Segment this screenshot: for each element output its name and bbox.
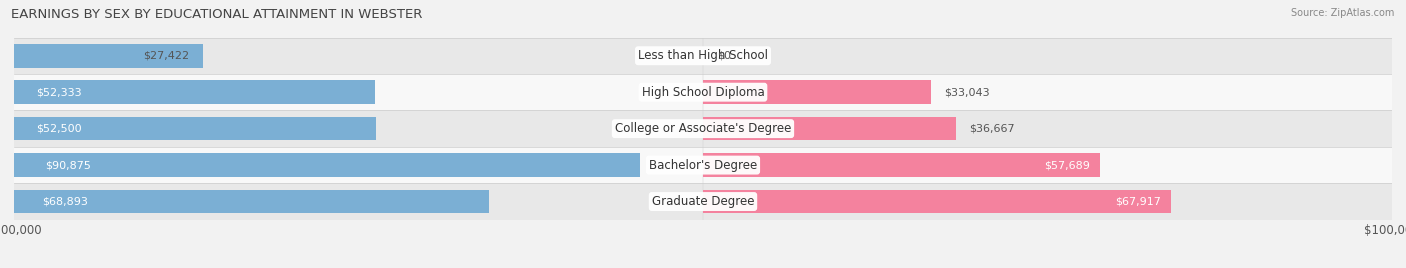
Bar: [703, 80, 931, 104]
Text: College or Associate's Degree: College or Associate's Degree: [614, 122, 792, 135]
Text: $0: $0: [717, 51, 731, 61]
Text: $33,043: $33,043: [945, 87, 990, 97]
Text: $52,333: $52,333: [35, 87, 82, 97]
Text: $90,875: $90,875: [45, 160, 91, 170]
Text: EARNINGS BY SEX BY EDUCATIONAL ATTAINMENT IN WEBSTER: EARNINGS BY SEX BY EDUCATIONAL ATTAINMEN…: [11, 8, 423, 21]
Bar: [14, 117, 375, 140]
Bar: [14, 147, 1392, 183]
Text: $67,917: $67,917: [1115, 196, 1160, 207]
Bar: [14, 74, 1392, 110]
Bar: [14, 80, 374, 104]
Bar: [14, 190, 489, 213]
Bar: [14, 110, 1392, 147]
Text: $68,893: $68,893: [42, 196, 89, 207]
Bar: [14, 183, 1392, 220]
Bar: [703, 190, 1171, 213]
Bar: [14, 153, 640, 177]
Text: $36,667: $36,667: [969, 124, 1015, 134]
Text: Less than High School: Less than High School: [638, 49, 768, 62]
Text: Graduate Degree: Graduate Degree: [652, 195, 754, 208]
Text: Bachelor's Degree: Bachelor's Degree: [650, 159, 756, 172]
Text: Source: ZipAtlas.com: Source: ZipAtlas.com: [1291, 8, 1395, 18]
Bar: [703, 117, 956, 140]
Text: $27,422: $27,422: [143, 51, 190, 61]
Text: High School Diploma: High School Diploma: [641, 86, 765, 99]
Bar: [703, 153, 1101, 177]
Bar: [14, 44, 202, 68]
Text: $52,500: $52,500: [35, 124, 82, 134]
Text: $57,689: $57,689: [1045, 160, 1090, 170]
Bar: [14, 38, 1392, 74]
